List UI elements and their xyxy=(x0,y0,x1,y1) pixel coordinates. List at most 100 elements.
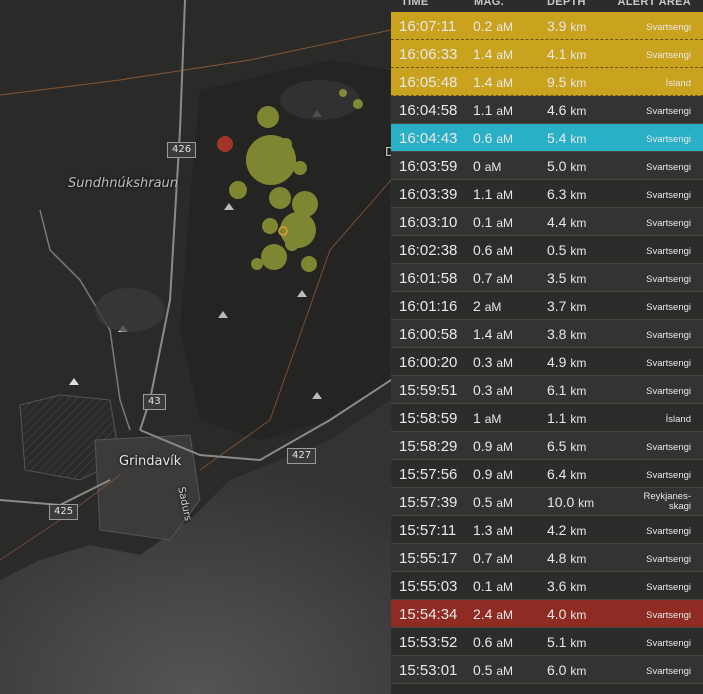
cell-alert-area: Svartsengi xyxy=(646,246,691,257)
cell-time: 16:00:58 xyxy=(399,326,458,343)
cell-mag: 0.7 aM xyxy=(473,550,513,566)
header-alert-area[interactable]: ALERT AREA xyxy=(617,0,691,8)
cell-mag: 1.1 aM xyxy=(473,186,513,202)
quake-marker[interactable] xyxy=(285,237,299,251)
cell-mag: 0.1 aM xyxy=(473,214,513,230)
table-row[interactable]: 15:57:56 0.9 aM 6.4 km Svartsengi xyxy=(391,460,703,488)
quake-marker-large[interactable] xyxy=(217,136,233,152)
header-mag[interactable]: MAG. xyxy=(474,0,504,8)
depth-value: 6.4 xyxy=(547,466,567,482)
cell-depth: 3.6 km xyxy=(547,578,586,594)
cell-alert-area: Svartsengi xyxy=(646,330,691,341)
table-row[interactable]: 16:02:38 0.6 aM 0.5 km Svartsengi xyxy=(391,236,703,264)
quake-marker[interactable] xyxy=(301,256,317,272)
peak-marker xyxy=(297,290,307,297)
peak-marker xyxy=(69,378,79,385)
quake-marker[interactable] xyxy=(269,187,291,209)
cell-time: 15:54:34 xyxy=(399,606,458,623)
cell-depth: 6.4 km xyxy=(547,466,586,482)
table-row[interactable]: 16:01:16 2 aM 3.7 km Svartsengi xyxy=(391,292,703,320)
mag-value: 0.6 xyxy=(473,634,493,650)
road-shield-427: 427 xyxy=(287,448,317,464)
quake-marker[interactable] xyxy=(292,191,318,217)
mag-value: 0.3 xyxy=(473,354,493,370)
cell-alert-area: Svartsengi xyxy=(646,190,691,201)
table-row[interactable]: 16:01:58 0.7 aM 3.5 km Svartsengi xyxy=(391,264,703,292)
mag-value: 2.4 xyxy=(473,606,493,622)
cell-alert-area: Svartsengi xyxy=(646,50,691,61)
mag-unit: aM xyxy=(496,636,514,650)
quake-marker[interactable] xyxy=(262,218,278,234)
table-row[interactable]: 15:57:39 0.5 aM 10.0 km Reykjanes-skagi xyxy=(391,488,703,516)
cell-depth: 1.1 km xyxy=(547,410,586,426)
quake-marker[interactable] xyxy=(251,258,263,270)
road-427 xyxy=(139,379,391,462)
table-row[interactable]: 16:03:39 1.1 aM 6.3 km Svartsengi xyxy=(391,180,703,208)
table-row[interactable]: 15:53:52 0.6 aM 5.1 km Svartsengi xyxy=(391,628,703,656)
quake-marker[interactable] xyxy=(261,244,287,270)
mag-value: 1.1 xyxy=(473,102,493,118)
depth-unit: km xyxy=(570,104,587,118)
map-view[interactable]: Sundhnúkshraun Grindavík Sadurs D 426 43… xyxy=(0,0,391,694)
header-time[interactable]: TIME xyxy=(401,0,429,8)
table-row[interactable]: 16:04:58 1.1 aM 4.6 km Svartsengi xyxy=(391,96,703,124)
depth-value: 5.0 xyxy=(547,158,567,174)
cell-depth: 0.5 km xyxy=(547,242,586,258)
quake-marker[interactable] xyxy=(353,99,363,109)
mag-value: 1.4 xyxy=(473,326,493,342)
table-row[interactable]: 15:58:59 1 aM 1.1 km Ísland xyxy=(391,404,703,432)
depth-unit: km xyxy=(570,160,587,174)
cell-alert-area: Svartsengi xyxy=(646,638,691,649)
cell-mag: 0.6 aM xyxy=(473,130,513,146)
table-row[interactable]: 15:57:11 1.3 aM 4.2 km Svartsengi xyxy=(391,516,703,544)
cell-alert-area: Reykjanes-skagi xyxy=(643,491,691,512)
quake-marker[interactable] xyxy=(293,161,307,175)
cell-depth: 6.5 km xyxy=(547,438,586,454)
road-425 xyxy=(0,479,111,507)
table-row[interactable]: 15:58:29 0.9 aM 6.5 km Svartsengi xyxy=(391,432,703,460)
peak-marker xyxy=(312,392,322,399)
cell-depth: 4.1 km xyxy=(547,46,586,62)
table-row[interactable]: 16:03:59 0 aM 5.0 km Svartsengi xyxy=(391,152,703,180)
table-row[interactable]: 16:06:33 1.4 aM 4.1 km Svartsengi xyxy=(391,40,703,68)
table-row[interactable]: 15:59:51 0.3 aM 6.1 km Svartsengi xyxy=(391,376,703,404)
cell-time: 16:04:58 xyxy=(399,102,458,119)
quake-marker[interactable] xyxy=(339,89,347,97)
quake-marker[interactable] xyxy=(280,138,292,150)
depth-unit: km xyxy=(570,76,587,90)
mag-unit: aM xyxy=(496,76,514,90)
boundary-line xyxy=(0,474,121,561)
depth-value: 4.6 xyxy=(547,102,567,118)
cell-time: 16:03:39 xyxy=(399,186,458,203)
table-body: 16:07:11 0.2 aM 3.9 km Svartsengi 16:06:33 1.… xyxy=(391,12,703,684)
quake-marker-latest[interactable] xyxy=(278,226,288,236)
cell-alert-area: Svartsengi xyxy=(646,666,691,677)
table-row[interactable]: 16:03:10 0.1 aM 4.4 km Svartsengi xyxy=(391,208,703,236)
table-row[interactable]: 15:55:17 0.7 aM 4.8 km Svartsengi xyxy=(391,544,703,572)
table-row[interactable]: 16:00:20 0.3 aM 4.9 km Svartsengi xyxy=(391,348,703,376)
table-row[interactable]: 15:55:03 0.1 aM 3.6 km Svartsengi xyxy=(391,572,703,600)
cell-mag: 0.6 aM xyxy=(473,634,513,650)
road-shield-43: 43 xyxy=(143,394,166,410)
crater xyxy=(280,80,360,120)
quake-marker[interactable] xyxy=(229,181,247,199)
table-row[interactable]: 16:05:48 1.4 aM 9.5 km Ísland xyxy=(391,68,703,96)
mag-value: 1.4 xyxy=(473,46,493,62)
table-row[interactable]: 15:54:34 2.4 aM 4.0 km Svartsengi xyxy=(391,600,703,628)
mag-value: 0.9 xyxy=(473,466,493,482)
cell-time: 16:00:20 xyxy=(399,354,458,371)
cell-depth: 6.0 km xyxy=(547,662,586,678)
mag-unit: aM xyxy=(496,104,514,118)
cell-mag: 0.3 aM xyxy=(473,382,513,398)
mag-unit: aM xyxy=(484,300,502,314)
header-depth[interactable]: DEPTH xyxy=(547,0,586,8)
table-row[interactable]: 16:04:43 0.6 aM 5.4 km Svartsengi xyxy=(391,124,703,152)
table-row[interactable]: 15:53:01 0.5 aM 6.0 km Svartsengi xyxy=(391,656,703,684)
mag-unit: aM xyxy=(496,356,514,370)
quake-marker[interactable] xyxy=(257,106,279,128)
depth-value: 4.8 xyxy=(547,550,567,566)
table-row[interactable]: 16:07:11 0.2 aM 3.9 km Svartsengi xyxy=(391,12,703,40)
table-row[interactable]: 16:00:58 1.4 aM 3.8 km Svartsengi xyxy=(391,320,703,348)
depth-value: 4.0 xyxy=(547,606,567,622)
depth-value: 3.7 xyxy=(547,298,567,314)
